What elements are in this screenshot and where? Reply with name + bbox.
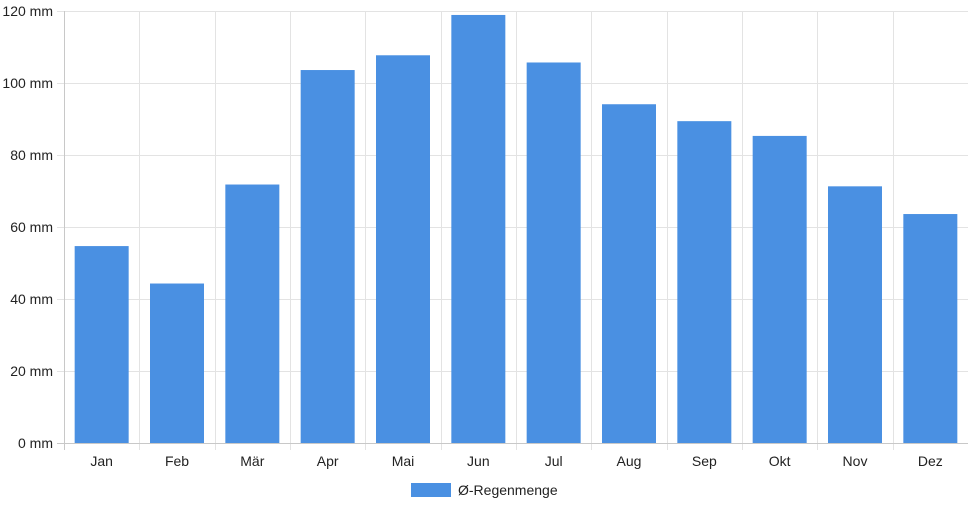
bars xyxy=(74,14,958,444)
y-tick-label: 120 mm xyxy=(2,3,53,19)
y-tick-label: 60 mm xyxy=(10,219,53,235)
x-tick-label: Sep xyxy=(692,453,717,469)
bar-okt[interactable] xyxy=(752,135,807,444)
tick-labels: 0 mm 20 mm 40 mm 60 mm 80 mm 100 mm 120 mm Jan F… xyxy=(2,3,942,469)
bar-sep[interactable] xyxy=(677,121,732,443)
x-tick-label: Mär xyxy=(240,453,264,469)
bar-aug[interactable] xyxy=(602,104,656,444)
legend-swatch xyxy=(411,483,451,497)
y-tick-label: 40 mm xyxy=(10,291,53,307)
y-tick-label: 100 mm xyxy=(2,75,53,91)
legend[interactable]: Ø-Regenmenge xyxy=(411,482,558,498)
y-tick-label: 80 mm xyxy=(10,147,53,163)
x-tick-label: Mai xyxy=(392,453,415,469)
bar-apr[interactable] xyxy=(300,70,355,443)
bar-nov[interactable] xyxy=(828,186,882,443)
x-tick-label: Okt xyxy=(769,453,791,469)
bar-mai[interactable] xyxy=(376,55,430,443)
grid-lines xyxy=(57,11,968,450)
bar-mär[interactable] xyxy=(225,184,280,443)
bar-jul[interactable] xyxy=(526,62,581,443)
x-tick-label: Feb xyxy=(165,453,189,469)
x-tick-label: Jul xyxy=(545,453,563,469)
bar-jun[interactable] xyxy=(451,14,506,444)
axes xyxy=(57,11,968,450)
bar-feb[interactable] xyxy=(150,283,204,443)
x-tick-label: Dez xyxy=(918,453,943,469)
x-tick-label: Jun xyxy=(467,453,490,469)
x-tick-label: Nov xyxy=(843,453,868,469)
x-tick-label: Jan xyxy=(90,453,113,469)
bar-jan[interactable] xyxy=(74,246,129,443)
y-tick-label: 20 mm xyxy=(10,363,53,379)
legend-label: Ø-Regenmenge xyxy=(458,482,558,498)
bar-dez[interactable] xyxy=(903,214,958,443)
x-tick-label: Apr xyxy=(317,453,339,469)
x-tick-label: Aug xyxy=(617,453,642,469)
y-tick-label: 0 mm xyxy=(18,435,53,451)
